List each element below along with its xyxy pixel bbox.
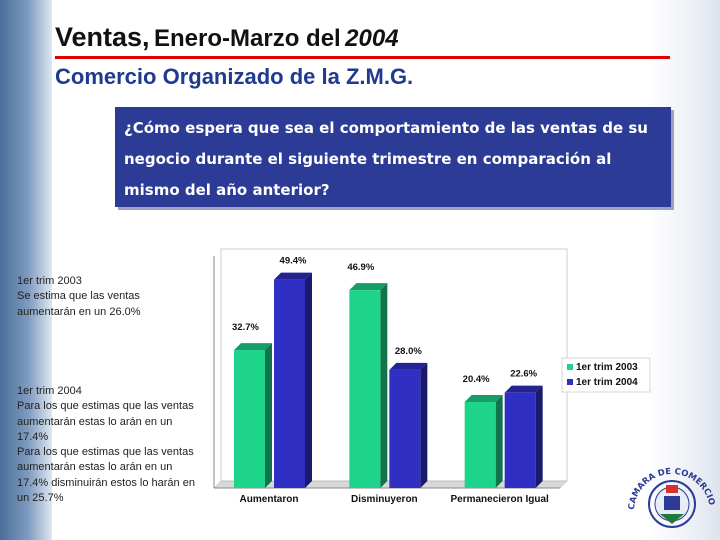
data-label-1-1: 28.0% bbox=[395, 346, 422, 357]
bar-2-1 bbox=[504, 392, 536, 488]
bar-2-0 bbox=[464, 401, 496, 488]
bar-side-2-1 bbox=[535, 385, 543, 488]
title-year: 2004 bbox=[345, 25, 399, 52]
note-2004-heading: 1er trim 2004 bbox=[17, 385, 82, 397]
note-2004: 1er trim 2004 Para los que estimas que l… bbox=[17, 384, 197, 506]
chamber-of-commerce-seal: CAMARA DE COMERCIO DE GUADALAJARA bbox=[624, 452, 717, 528]
legend-swatch-1 bbox=[567, 379, 573, 385]
bar-top-1-0 bbox=[349, 283, 388, 291]
question-text: ¿Cómo espera que sea el comportamiento d… bbox=[124, 119, 648, 199]
bar-side-1-0 bbox=[380, 283, 388, 488]
category-label-2: Permanecieron Igual bbox=[450, 494, 549, 505]
legend-label-1: 1er trim 2004 bbox=[576, 377, 638, 388]
page-title: Ventas, Enero-Marzo del 2004 bbox=[55, 22, 399, 53]
bar-0-0 bbox=[234, 350, 265, 488]
bar-side-1-1 bbox=[420, 362, 428, 488]
page-subtitle: Comercio Organizado de la Z.M.G. bbox=[55, 64, 414, 89]
title-part2: Enero-Marzo del bbox=[154, 25, 341, 52]
legend-box bbox=[561, 357, 651, 393]
category-label-0: Aumentaron bbox=[240, 494, 299, 505]
note-2003: 1er trim 2003 Se estima que las ventas a… bbox=[17, 274, 177, 320]
data-label-2-0: 20.4% bbox=[463, 374, 490, 385]
category-label-1: Disminuyeron bbox=[351, 494, 418, 505]
sales-expectation-chart: 32.7% 49.4% Aumentaron 46.9% 28.0% Disminuyer… bbox=[213, 248, 651, 505]
bar-top-2-0 bbox=[464, 394, 503, 402]
bar-0-1 bbox=[274, 279, 305, 488]
note-2003-heading: 1er trim 2003 bbox=[17, 275, 82, 287]
title-part1: Ventas, bbox=[55, 22, 150, 52]
note-2004-text-2: Para los que estimas que las ventas aume… bbox=[17, 446, 195, 505]
data-label-2-1: 22.6% bbox=[510, 369, 537, 380]
legend-swatch-0 bbox=[567, 364, 573, 370]
bar-side-2-0 bbox=[495, 394, 503, 488]
title-divider bbox=[55, 56, 670, 59]
bar-side-0-0 bbox=[265, 343, 272, 488]
note-2004-text-1: Para los que estimas que las ventas aume… bbox=[17, 400, 194, 443]
bar-top-2-1 bbox=[504, 385, 543, 393]
bar-side-0-1 bbox=[305, 272, 312, 488]
note-2003-text: Se estima que las ventas aumentarán en u… bbox=[17, 290, 141, 318]
legend-label-0: 1er trim 2003 bbox=[576, 362, 638, 373]
bar-top-0-0 bbox=[234, 343, 272, 351]
bar-top-1-1 bbox=[389, 362, 428, 370]
right-gradient-band bbox=[646, 0, 720, 540]
bar-1-0 bbox=[349, 290, 381, 488]
data-label-1-0: 46.9% bbox=[347, 262, 374, 273]
left-gradient-band bbox=[0, 0, 52, 540]
data-label-0-0: 32.7% bbox=[232, 322, 259, 333]
question-box: ¿Cómo espera que sea el comportamiento d… bbox=[115, 107, 671, 207]
data-label-0-1: 49.4% bbox=[280, 256, 307, 267]
bar-1-1 bbox=[389, 369, 421, 488]
bar-top-0-1 bbox=[274, 272, 312, 280]
